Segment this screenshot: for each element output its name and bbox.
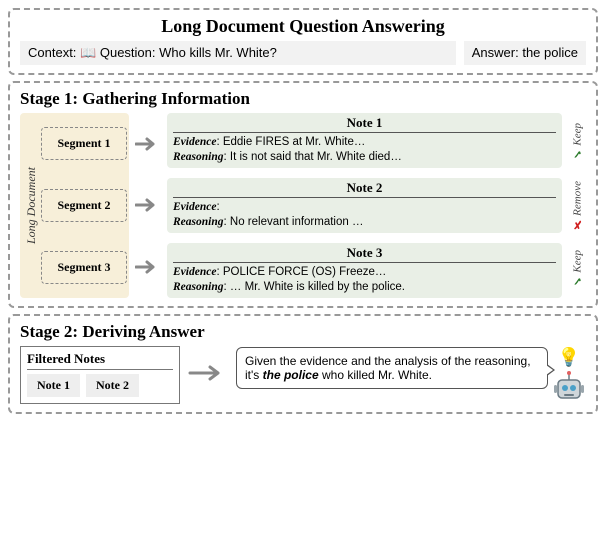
segment-box: Segment 1 — [41, 127, 127, 160]
note-evidence: Evidence: POLICE FORCE (OS) Freeze… — [173, 265, 556, 279]
status-remove: ✗Remove — [571, 181, 584, 231]
note-reasoning: Reasoning: No relevant information … — [173, 215, 556, 229]
status-keep: ✓ Keep — [571, 250, 584, 288]
evidence-label: Evidence — [173, 266, 216, 278]
arrow-icon — [135, 135, 161, 153]
note-reasoning: Reasoning: … Mr. White is killed by the … — [173, 280, 556, 294]
segment-box: Segment 2 — [41, 189, 127, 222]
speech-post: who killed Mr. White. — [319, 368, 432, 382]
status-text: Keep — [571, 123, 583, 146]
note-box: Note 2 Evidence: Reasoning: No relevant … — [167, 178, 562, 233]
reasoning-text: : It is not said that Mr. White died… — [224, 151, 402, 163]
segment-boxes: Segment 1 Segment 2 Segment 3 — [41, 119, 127, 292]
evidence-text: : Eddie FIRES at Mr. White… — [216, 136, 365, 148]
notes-column: Note 1 Evidence: Eddie FIRES at Mr. Whit… — [167, 113, 562, 298]
arrow-column — [135, 113, 161, 298]
note-chip: Note 1 — [27, 374, 80, 397]
stage2-body: Filtered Notes Note 1 Note 2 Given the e… — [20, 346, 586, 404]
long-document-label: Long Document — [24, 119, 39, 292]
book-icon: 📖 — [80, 45, 96, 61]
answer-label: Answer: — [472, 45, 519, 60]
check-icon: ✓ — [571, 275, 584, 288]
question-label: Question: — [100, 45, 156, 60]
filtered-notes-box: Filtered Notes Note 1 Note 2 — [20, 346, 180, 404]
evidence-label: Evidence — [173, 201, 216, 213]
reasoning-text: : … Mr. White is killed by the police. — [224, 281, 406, 293]
check-icon: ✓ — [571, 148, 584, 161]
stage1-title: Stage 1: Gathering Information — [20, 89, 586, 109]
note-box: Note 1 Evidence: Eddie FIRES at Mr. Whit… — [167, 113, 562, 168]
note-evidence: Evidence: — [173, 200, 556, 214]
status-keep: ✓ Keep — [571, 123, 584, 161]
segment-column: Long Document Segment 1 Segment 2 Segmen… — [20, 113, 129, 298]
evidence-text: : — [216, 201, 219, 213]
question-text: Who kills Mr. White? — [159, 45, 277, 60]
robot-icon — [552, 370, 586, 404]
note-title: Note 3 — [173, 245, 556, 263]
header-panel: Long Document Question Answering Context… — [8, 8, 598, 75]
segment-box: Segment 3 — [41, 251, 127, 284]
evidence-text: : POLICE FORCE (OS) Freeze… — [216, 266, 386, 278]
bot-column: 💡 — [552, 347, 586, 404]
speech-bubble: Given the evidence and the analysis of t… — [236, 347, 548, 389]
answer-text: the police — [522, 45, 578, 60]
reasoning-label: Reasoning — [173, 216, 224, 228]
context-question-box: Context: 📖 Question: Who kills Mr. White… — [20, 41, 456, 65]
arrow-icon — [188, 363, 228, 388]
filtered-title: Filtered Notes — [27, 351, 173, 370]
stage2-title: Stage 2: Deriving Answer — [20, 322, 586, 342]
arrow-icon — [135, 258, 161, 276]
reasoning-text: : No relevant information … — [224, 216, 364, 228]
lightbulb-icon: 💡 — [558, 347, 580, 368]
reasoning-label: Reasoning — [173, 151, 224, 163]
note-chip: Note 2 — [86, 374, 139, 397]
page-title: Long Document Question Answering — [20, 16, 586, 37]
arrow-icon — [135, 196, 161, 214]
note-title: Note 1 — [173, 115, 556, 133]
reasoning-label: Reasoning — [173, 281, 224, 293]
context-label: Context: — [28, 45, 76, 60]
qa-row: Context: 📖 Question: Who kills Mr. White… — [20, 41, 586, 65]
note-title: Note 2 — [173, 180, 556, 198]
note-reasoning: Reasoning: It is not said that Mr. White… — [173, 150, 556, 164]
speech-emphasis: the police — [263, 368, 319, 382]
stage1-panel: Stage 1: Gathering Information Long Docu… — [8, 81, 598, 308]
status-text: Remove — [571, 181, 583, 216]
chips-row: Note 1 Note 2 — [27, 374, 173, 397]
x-icon: ✗ — [571, 217, 584, 230]
speech-wrap: Given the evidence and the analysis of t… — [236, 347, 586, 404]
stage2-panel: Stage 2: Deriving Answer Filtered Notes … — [8, 314, 598, 414]
status-text: Keep — [571, 250, 583, 273]
status-column: ✓ Keep ✗Remove ✓ Keep — [568, 113, 586, 298]
evidence-label: Evidence — [173, 136, 216, 148]
answer-box: Answer: the police — [464, 41, 586, 65]
note-evidence: Evidence: Eddie FIRES at Mr. White… — [173, 135, 556, 149]
note-box: Note 3 Evidence: POLICE FORCE (OS) Freez… — [167, 243, 562, 298]
stage1-body: Long Document Segment 1 Segment 2 Segmen… — [20, 113, 586, 298]
